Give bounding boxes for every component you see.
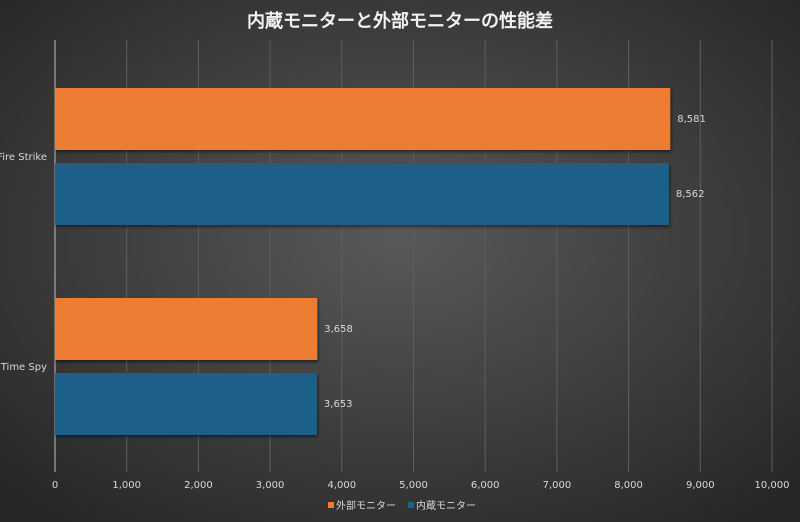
value-label: 3,658 [324,324,353,335]
legend-label: 外部モニター [336,499,396,512]
x-tick-label: 6,000 [471,480,500,491]
legend-swatch [408,502,414,508]
y-tick-label: Time Spy [0,362,47,373]
legend-label: 内蔵モニター [416,499,476,512]
value-label: 3,653 [324,399,353,410]
bar [55,163,669,225]
x-tick-label: 3,000 [256,480,285,491]
x-tick-label: 2,000 [184,480,213,491]
x-tick-label: 1,000 [112,480,141,491]
bar [55,298,318,360]
x-tick-label: 9,000 [686,480,715,491]
value-label: 8,562 [676,189,705,200]
value-label: 8,581 [677,114,706,125]
x-tick-label: 7,000 [543,480,572,491]
bar [55,373,317,435]
y-tick-label: Fire Strike [0,152,47,163]
x-tick-label: 0 [52,480,58,491]
x-tick-label: 4,000 [327,480,356,491]
x-tick-label: 10,000 [755,480,790,491]
bar [55,88,671,150]
x-tick-label: 5,000 [399,480,428,491]
chart-title: 内蔵モニターと外部モニターの性能差 [247,10,553,32]
legend-swatch [328,502,334,508]
x-tick-label: 8,000 [614,480,643,491]
